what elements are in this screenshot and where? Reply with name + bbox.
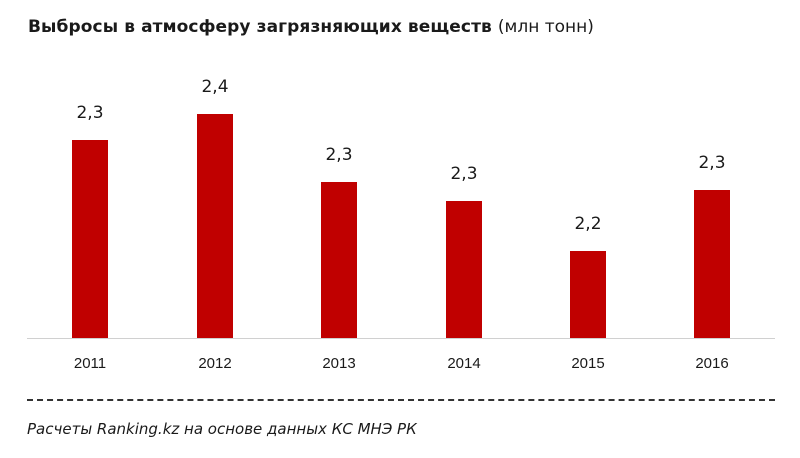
- value-label-2014: 2,3: [450, 164, 478, 184]
- bar-2014: [446, 201, 482, 338]
- x-tick-2012: 2012: [198, 355, 232, 372]
- value-label-2012: 2,4: [201, 77, 229, 97]
- x-tick-2013: 2013: [322, 355, 356, 372]
- plot-area: 2,3 2011 2,4 2012 2,3 2013 2,3 2014 2,2 …: [27, 77, 775, 372]
- bar-2015: [570, 251, 606, 338]
- value-label-2016: 2,3: [698, 153, 726, 173]
- value-label-2015: 2,2: [574, 214, 602, 234]
- value-label-2011: 2,3: [76, 103, 104, 123]
- bar-2013: [321, 182, 357, 338]
- x-tick-2011: 2011: [73, 355, 107, 372]
- x-tick-2015: 2015: [571, 355, 605, 372]
- chart-title-main: Выбросы в атмосферу загрязняющих веществ: [28, 17, 492, 37]
- chart-title-unit: (млн тонн): [497, 17, 594, 37]
- chart-title: Выбросы в атмосферу загрязняющих веществ…: [28, 17, 594, 37]
- source-note: Расчеты Ranking.kz на основе данных КС М…: [27, 420, 417, 438]
- x-axis-line: [27, 338, 775, 339]
- value-label-2013: 2,3: [325, 145, 353, 165]
- bar-2011: [72, 140, 108, 338]
- bar-2016: [694, 190, 730, 338]
- dashed-divider: [27, 399, 775, 401]
- x-tick-2016: 2016: [695, 355, 729, 372]
- bar-2012: [197, 114, 233, 338]
- x-tick-2014: 2014: [447, 355, 481, 372]
